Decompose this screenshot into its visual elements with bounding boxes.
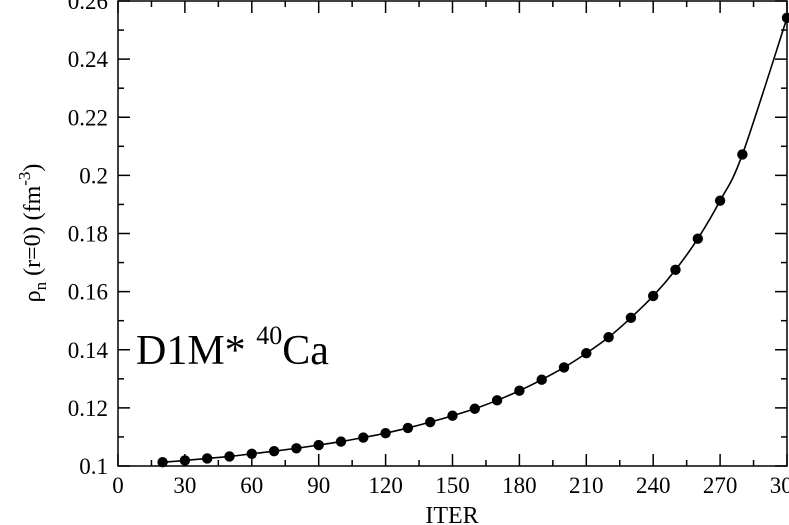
data-point <box>603 332 614 343</box>
plot-frame <box>117 0 788 467</box>
annotation-model: D1M* <box>136 328 256 374</box>
y-axis-title: ρn (r=0) (fm-3) <box>15 164 50 303</box>
y-tick-label: 0.26 <box>68 0 108 14</box>
data-point <box>224 451 235 462</box>
y-tick-label: 0.18 <box>68 222 108 247</box>
data-point <box>648 290 659 302</box>
data-point <box>514 385 525 396</box>
annotation-mass-number: 40 <box>256 321 282 350</box>
y-tick-label: 0.22 <box>68 105 108 130</box>
x-axis-title: ITER <box>425 503 478 525</box>
ticks <box>117 0 788 467</box>
x-tick-label: 210 <box>569 473 604 498</box>
y-tick-label: 0.2 <box>79 163 108 188</box>
data-point <box>469 403 480 414</box>
y-tick-label: 0.16 <box>68 280 108 305</box>
data-point <box>291 443 302 454</box>
y-tick-label: 0.24 <box>68 47 109 72</box>
data-point <box>179 455 191 466</box>
y-axis-title-close: ) <box>20 164 46 172</box>
x-tick-label: 60 <box>240 473 263 498</box>
y-axis-title-subscript: n <box>31 281 50 290</box>
data-points <box>157 12 789 468</box>
data-point <box>402 422 414 434</box>
data-point <box>425 416 436 428</box>
annotation-element: Ca <box>282 328 329 374</box>
x-tick-label: 300 <box>770 473 789 498</box>
x-tick-label: 180 <box>502 473 537 498</box>
data-point <box>313 439 324 451</box>
x-tick-label: 270 <box>703 473 738 498</box>
data-point <box>358 432 369 443</box>
data-point <box>536 374 547 385</box>
data-point <box>246 448 257 459</box>
data-point <box>692 233 703 244</box>
x-tick-label: 0 <box>112 473 124 498</box>
data-point <box>625 312 637 323</box>
data-point <box>581 348 592 359</box>
x-tick-label: 90 <box>307 473 330 498</box>
data-point <box>157 457 168 468</box>
data-point <box>380 427 391 439</box>
y-axis-title-superscript: -3 <box>15 172 34 186</box>
y-tick-label: 0.14 <box>68 338 109 363</box>
x-tick-label: 240 <box>636 473 671 498</box>
y-axis-title-text: (r=0) (fm <box>20 185 46 281</box>
chart-annotation: D1M* 40Ca <box>136 321 329 374</box>
x-tick-label: 120 <box>368 473 403 498</box>
data-point <box>714 195 726 206</box>
y-tick-label: 0.12 <box>68 396 108 421</box>
y-axis-title-symbol: ρ <box>20 290 46 302</box>
x-tick-label: 30 <box>173 473 196 498</box>
data-point <box>670 264 681 276</box>
data-point <box>737 149 748 160</box>
data-point <box>558 362 570 373</box>
data-point <box>268 445 280 457</box>
data-point <box>491 395 503 406</box>
data-point <box>447 410 458 421</box>
y-tick-label: 0.1 <box>79 454 108 479</box>
x-tick-label: 150 <box>435 473 470 498</box>
data-point <box>335 436 347 447</box>
data-point <box>781 12 789 24</box>
data-point <box>202 453 213 464</box>
tick-labels: 0 30 60 90 120 150 180 210 240 270 300 0.1 0.12 0.14 0… <box>68 0 789 498</box>
